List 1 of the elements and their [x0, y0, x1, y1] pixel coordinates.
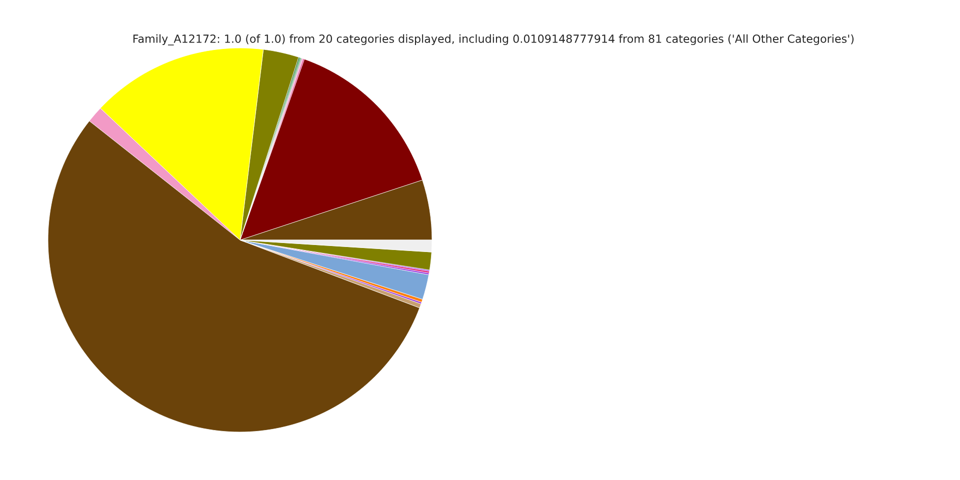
text: Family_A12172: 1.0 (of 1.0) from 20 categories displayed, including 0.0109148777914 from 81 categories ('All Other Categories') — [133, 34, 854, 46]
